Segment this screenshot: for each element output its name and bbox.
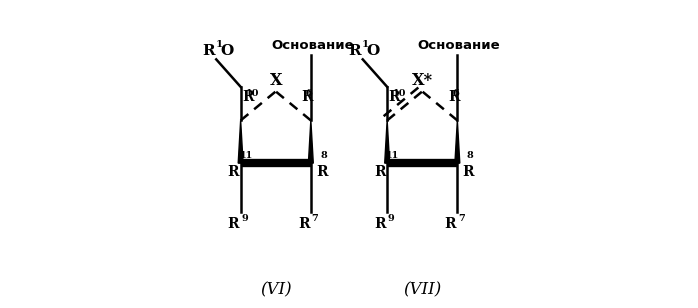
Text: 11: 11 <box>239 151 253 160</box>
Text: O: O <box>366 44 380 58</box>
Text: R: R <box>298 217 309 231</box>
Text: R: R <box>374 165 385 179</box>
Text: 11: 11 <box>386 151 399 160</box>
Text: R: R <box>448 90 460 103</box>
Polygon shape <box>238 120 243 163</box>
Text: 10: 10 <box>393 89 406 98</box>
Text: X: X <box>269 72 282 89</box>
Text: 9: 9 <box>242 213 248 222</box>
Text: R: R <box>228 217 239 231</box>
Polygon shape <box>385 120 389 163</box>
Text: 10: 10 <box>246 89 260 98</box>
Text: 1: 1 <box>362 40 369 49</box>
Text: R: R <box>348 44 361 58</box>
Text: 8: 8 <box>320 151 327 160</box>
Text: 8: 8 <box>466 151 473 160</box>
Text: 7: 7 <box>458 213 465 222</box>
Text: 9: 9 <box>388 213 394 222</box>
Text: 6: 6 <box>452 89 459 98</box>
Text: 6: 6 <box>306 89 313 98</box>
Text: R: R <box>228 165 239 179</box>
Text: 1: 1 <box>216 40 223 49</box>
Text: 7: 7 <box>311 213 318 222</box>
Text: R: R <box>242 90 253 103</box>
Text: (VI): (VI) <box>260 281 292 298</box>
Text: X*: X* <box>412 72 433 89</box>
Text: R: R <box>302 90 313 103</box>
Text: R: R <box>389 90 400 103</box>
Text: R: R <box>463 165 474 179</box>
Polygon shape <box>455 120 460 163</box>
Text: R: R <box>445 217 456 231</box>
Polygon shape <box>309 120 313 163</box>
Text: R: R <box>202 44 215 58</box>
Text: Основание: Основание <box>417 39 500 52</box>
Text: O: O <box>220 44 233 58</box>
Text: Основание: Основание <box>271 39 354 52</box>
Text: R: R <box>374 217 385 231</box>
Text: R: R <box>316 165 327 179</box>
Text: (VII): (VII) <box>403 281 441 298</box>
